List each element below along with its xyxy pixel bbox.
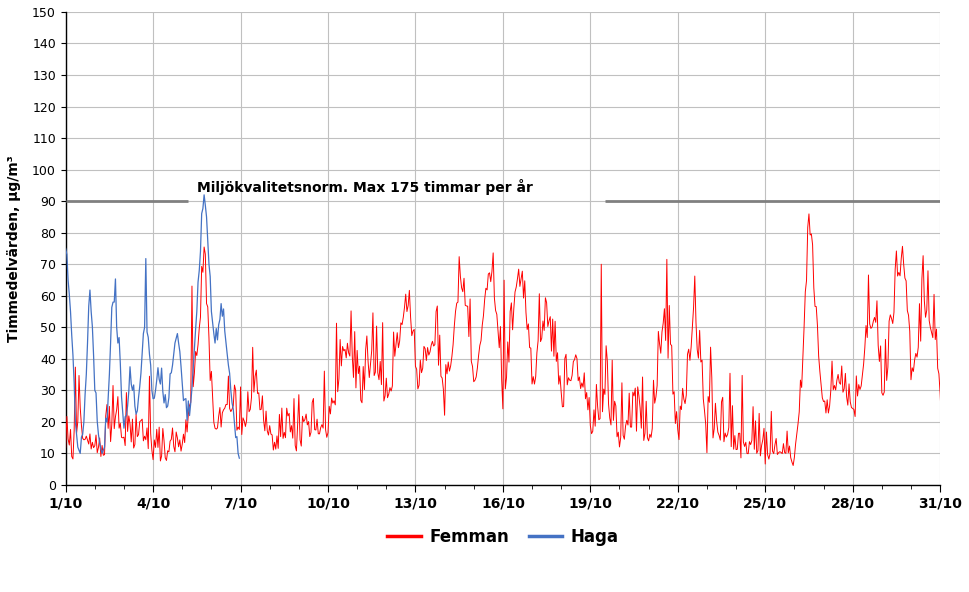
Y-axis label: Timmedelvärden, μg/m³: Timmedelvärden, μg/m³ bbox=[7, 155, 21, 342]
Text: Miljökvalitetsnorm. Max 175 timmar per år: Miljökvalitetsnorm. Max 175 timmar per å… bbox=[197, 179, 533, 195]
Legend: Femman, Haga: Femman, Haga bbox=[381, 521, 625, 552]
